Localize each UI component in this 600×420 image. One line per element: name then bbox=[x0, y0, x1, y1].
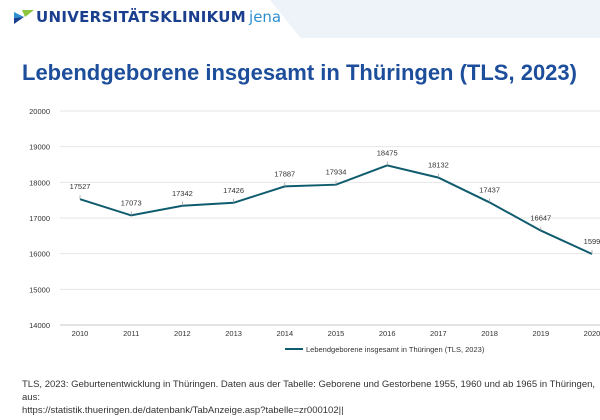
logo-text: UNIVERSITÄTSKLINIKUM bbox=[36, 8, 247, 26]
data-label: 18132 bbox=[428, 161, 449, 170]
x-tick-label: 2017 bbox=[430, 329, 447, 338]
footnote-url[interactable]: https://statistik.thueringen.de/datenban… bbox=[22, 405, 344, 416]
page-title: Lebendgeborene insgesamt in Thüringen (T… bbox=[22, 60, 577, 85]
logo-jena: jena bbox=[249, 8, 282, 26]
y-tick-label: 18000 bbox=[29, 178, 50, 187]
data-label: 17437 bbox=[479, 185, 500, 194]
x-tick-label: 2018 bbox=[481, 329, 498, 338]
x-tick-label: 2014 bbox=[276, 329, 293, 338]
footnote-source: TLS, 2023: Geburtenentwicklung in Thürin… bbox=[22, 379, 596, 403]
data-label: 17073 bbox=[121, 198, 142, 207]
legend-label: Lebendgeborene insgesamt in Thüringen (T… bbox=[306, 345, 485, 354]
line-chart: 14000 15000 16000 17000 18000 19000 20000 2010 2… bbox=[29, 107, 600, 354]
data-label: 17934 bbox=[326, 168, 347, 177]
x-tick-label: 2016 bbox=[379, 329, 396, 338]
x-tick-label: 2019 bbox=[532, 329, 549, 338]
y-tick-label: 20000 bbox=[29, 107, 50, 116]
logo-arrow-icon bbox=[14, 10, 34, 24]
data-label: 17342 bbox=[172, 189, 193, 198]
data-label: 17527 bbox=[70, 182, 91, 191]
x-tick-label: 2013 bbox=[225, 329, 242, 338]
data-label: 17426 bbox=[223, 186, 244, 195]
y-tick-label: 14000 bbox=[29, 321, 50, 330]
data-label: 16647 bbox=[530, 214, 551, 223]
data-label: 18475 bbox=[377, 148, 398, 157]
footnote: TLS, 2023: Geburtenentwicklung in Thürin… bbox=[22, 378, 600, 417]
x-tick-label: 2015 bbox=[328, 329, 345, 338]
y-tick-label: 16000 bbox=[29, 250, 50, 259]
x-tick-label: 2010 bbox=[72, 329, 89, 338]
y-tick-label: 15000 bbox=[29, 285, 50, 294]
series-line bbox=[79, 164, 593, 255]
logo: UNIVERSITÄTSKLINIKUM jena bbox=[14, 8, 281, 26]
data-label: 17887 bbox=[274, 169, 295, 178]
y-tick-label: 19000 bbox=[29, 143, 50, 152]
header-decoration bbox=[270, 0, 600, 38]
data-label: 1599 bbox=[584, 237, 600, 246]
x-tick-label: 2012 bbox=[174, 329, 191, 338]
x-tick-label: 2020 bbox=[584, 329, 600, 338]
x-tick-label: 2011 bbox=[123, 329, 139, 338]
y-tick-label: 17000 bbox=[29, 214, 50, 223]
